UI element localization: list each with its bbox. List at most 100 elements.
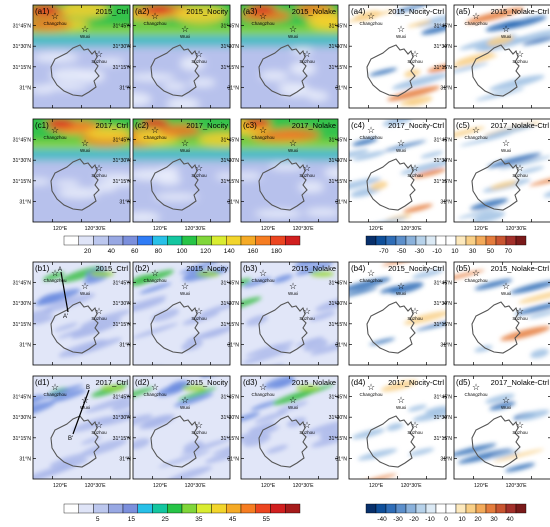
y-tick-label: 31°30'N	[221, 44, 240, 50]
map-panel: ☆Changzhou☆Wuxi☆Suzhou(d5) 2017_Nolake-Ct…	[434, 375, 550, 489]
y-tick-label: 31°15'N	[329, 322, 348, 328]
city-star-icon: ☆	[181, 395, 189, 405]
colorbar-label: 35	[195, 516, 203, 523]
colorbar-label: 55	[263, 516, 271, 523]
y-tick-label: 31°30'N	[329, 301, 348, 307]
lake-outline	[258, 415, 308, 468]
y-tick-label: 31°30'N	[221, 415, 240, 421]
y-tick-label: 31°45'N	[221, 138, 240, 144]
x-tick-label: 120°E	[369, 226, 384, 232]
colorbar-label: 60	[131, 248, 139, 255]
panel-label: (c4)	[351, 121, 365, 130]
x-tick-label: 120°30'E	[185, 483, 206, 489]
panel-title: 2015_Nocity	[186, 7, 228, 16]
city-label: Wuxi	[396, 405, 406, 410]
y-tick-label: 31°15'N	[13, 436, 32, 442]
y-tick-label: 31°45'N	[113, 281, 132, 287]
x-tick-label: 120°E	[153, 226, 168, 232]
city-star-icon: ☆	[151, 268, 159, 278]
lake-outline	[50, 158, 100, 211]
colorbar-bottom-diff: -40 -30 -20 -10 0 10 20 30 40	[365, 503, 527, 523]
city-label: Changzhou	[251, 278, 275, 283]
y-tick-label: 31°15'N	[434, 179, 453, 185]
city-star-icon: ☆	[367, 125, 375, 135]
city-label: Wuxi	[396, 148, 406, 153]
colorbar-swatch	[152, 235, 168, 246]
colorbar-swatch	[108, 235, 124, 246]
city-label: Wuxi	[180, 405, 190, 410]
colorbar-swatch	[385, 503, 397, 514]
panel-title: 2017_Ctrl	[95, 378, 128, 387]
lake-outline	[471, 301, 521, 354]
colorbar-swatch	[495, 235, 507, 246]
section-line	[60, 271, 69, 313]
city-star-icon: ☆	[472, 11, 480, 21]
city-label: Wuxi	[288, 405, 298, 410]
section-end-label: A'	[63, 314, 68, 320]
panel-title: 2015_Nolake	[292, 378, 336, 387]
city-label: Changzhou	[251, 135, 275, 140]
city-label: Changzhou	[251, 392, 275, 397]
colorbar-swatch	[78, 235, 94, 246]
map-panel: ☆Changzhou☆Wuxi☆Suzhou(c4) 2017_Nocity-Ct…	[329, 118, 447, 232]
city-label: Wuxi	[396, 34, 406, 39]
map-panel: ☆Changzhou☆Wuxi☆Suzhou(b2) 2015_Nocity31°…	[113, 261, 231, 366]
city-star-icon: ☆	[516, 49, 524, 59]
colorbar-swatch	[455, 503, 467, 514]
city-star-icon: ☆	[397, 138, 405, 148]
colorbar-swatch	[365, 235, 377, 246]
lake-outline	[366, 44, 416, 97]
city-star-icon: ☆	[411, 163, 419, 173]
y-tick-label: 31°N	[227, 85, 239, 91]
y-tick-label: 31°N	[440, 199, 452, 205]
x-tick-label: 120°30'E	[401, 226, 422, 232]
panel-title: 2015_Nocity-Ctrl	[388, 264, 444, 273]
y-tick-label: 31°15'N	[329, 179, 348, 185]
colorbar-swatch	[435, 503, 447, 514]
city-star-icon: ☆	[472, 125, 480, 135]
city-label: Wuxi	[396, 291, 406, 296]
city-label: Changzhou	[359, 21, 383, 26]
map-panel: ☆Changzhou☆Wuxi☆Suzhou(b4) 2015_Nocity-Ct…	[329, 261, 447, 366]
colorbar-swatch	[181, 503, 197, 514]
city-star-icon: ☆	[151, 382, 159, 392]
colorbar-label: 40	[506, 516, 514, 523]
y-tick-label: 31°45'N	[113, 138, 132, 144]
city-star-icon: ☆	[411, 306, 419, 316]
y-tick-label: 31°15'N	[13, 322, 32, 328]
y-tick-label: 31°30'N	[221, 158, 240, 164]
y-tick-label: 31°15'N	[13, 65, 32, 71]
panel-title: 2017_Nolake-Ctrl	[491, 378, 550, 387]
city-star-icon: ☆	[51, 268, 59, 278]
city-label: Changzhou	[359, 278, 383, 283]
y-tick-label: 31°N	[335, 456, 347, 462]
y-tick-label: 31°45'N	[13, 281, 32, 287]
y-tick-label: 31°30'N	[113, 158, 132, 164]
y-tick-label: 31°45'N	[329, 395, 348, 401]
panel-title: 2015_Ctrl	[95, 264, 128, 273]
city-label: Changzhou	[143, 392, 167, 397]
x-tick-label: 120°E	[153, 483, 168, 489]
city-label: Suzhou	[512, 430, 528, 435]
map-panel: ☆Changzhou☆Wuxi☆Suzhou(d2) 2015_Nocity31°…	[113, 375, 231, 489]
city-star-icon: ☆	[303, 420, 311, 430]
colorbar-swatch	[285, 503, 301, 514]
x-tick-label: 120°E	[474, 226, 489, 232]
panel-label: (d3)	[243, 378, 258, 387]
y-tick-label: 31°30'N	[13, 44, 32, 50]
city-label: Changzhou	[143, 21, 167, 26]
x-tick-label: 120°30'E	[185, 226, 206, 232]
map-panel: ☆Changzhou☆Wuxi☆Suzhou(b3) 2015_Nolake31°…	[221, 261, 339, 366]
city-star-icon: ☆	[303, 49, 311, 59]
city-star-icon: ☆	[81, 24, 89, 34]
city-star-icon: ☆	[502, 24, 510, 34]
city-label: Changzhou	[143, 278, 167, 283]
city-label: Suzhou	[91, 59, 107, 64]
city-star-icon: ☆	[259, 382, 267, 392]
city-label: Wuxi	[501, 405, 511, 410]
city-star-icon: ☆	[472, 382, 480, 392]
panel-label: (a1)	[35, 7, 50, 16]
colorbar-label: 25	[162, 516, 170, 523]
city-star-icon: ☆	[259, 268, 267, 278]
colorbars: 20 40 60 80 100 120 140 160 180 -70 -50 -30 -10 10 30 5…	[63, 235, 527, 523]
